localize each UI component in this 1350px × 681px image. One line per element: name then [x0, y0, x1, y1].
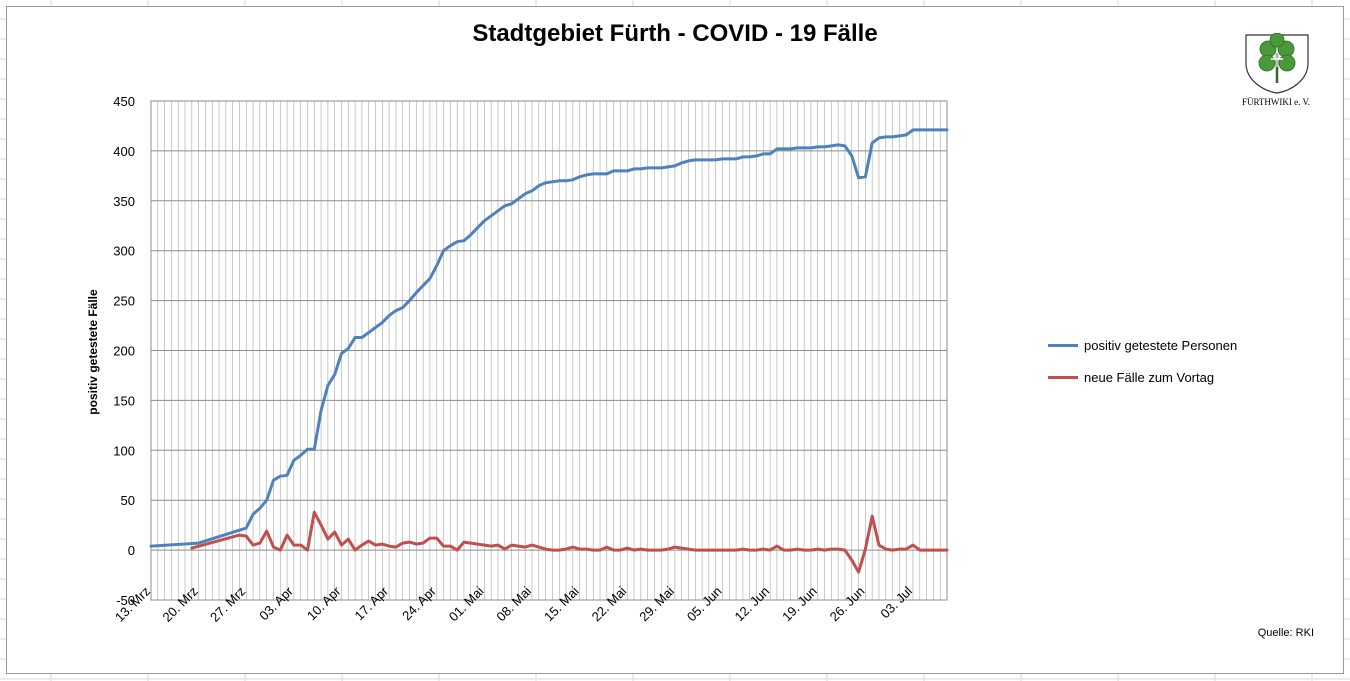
x-tick-label: 29. Mai: [636, 583, 677, 624]
legend-label-positive: positiv getestete Personen: [1084, 337, 1238, 353]
x-tick-label: 10. Apr: [304, 583, 344, 623]
x-tick-label: 20. Mrz: [159, 584, 200, 625]
legend-swatch-positive: [1048, 343, 1078, 347]
x-tick-label: 03. Apr: [256, 583, 296, 623]
x-tick-label: 19. Jun: [779, 584, 820, 625]
coat-of-arms-logo: [1245, 33, 1309, 94]
y-tick-label: 200: [113, 344, 135, 359]
y-tick-label: -50: [116, 593, 135, 608]
x-tick-label: 01. Mai: [446, 583, 487, 624]
y-tick-label: 0: [128, 543, 135, 558]
y-tick-label: 50: [121, 493, 135, 508]
y-tick-label: 400: [113, 144, 135, 159]
x-tick-label: 26. Jun: [827, 584, 868, 625]
y-tick-label: 300: [113, 244, 135, 259]
y-tick-label: 450: [113, 94, 135, 109]
x-tick-label: 08. Mai: [493, 583, 534, 624]
y-tick-label: 100: [113, 443, 135, 458]
legend-swatch-new-cases: [1048, 375, 1078, 379]
y-tick-label: 250: [113, 294, 135, 309]
legend-label-new-cases: neue Fälle zum Vortag: [1084, 369, 1215, 385]
series-line-1[interactable]: [190, 510, 949, 574]
y-tick-label: 350: [113, 194, 135, 209]
y-tick-label: 150: [113, 393, 135, 408]
plot-border: [150, 100, 948, 601]
chart-title: Stadtgebiet Fürth - COVID - 19 Fälle: [472, 20, 878, 47]
x-tick-label: 03. Jul: [877, 583, 915, 621]
legend[interactable]: positiv getestete Personen neue Fälle zu…: [1048, 336, 1237, 400]
x-tick-label: 17. Apr: [351, 583, 391, 623]
x-tick-label: 15. Mai: [541, 583, 582, 624]
x-tick-label: 12. Jun: [731, 584, 772, 625]
legend-item-new-cases[interactable]: neue Fälle zum Vortag: [1048, 368, 1237, 386]
series-line-0[interactable]: [149, 128, 949, 548]
x-tick-label: 05. Jun: [684, 584, 725, 625]
x-tick-label: 24. Apr: [399, 583, 439, 623]
source-note: Quelle: RKI: [1257, 627, 1314, 639]
logo-caption: FÜRTHWIKI e. V.: [1241, 97, 1311, 107]
legend-item-positive[interactable]: positiv getestete Personen: [1048, 336, 1237, 354]
x-tick-label: 22. Mai: [589, 583, 630, 624]
x-tick-label: 27. Mrz: [207, 584, 248, 625]
y-axis-label: positiv getestete Fälle: [86, 289, 100, 415]
